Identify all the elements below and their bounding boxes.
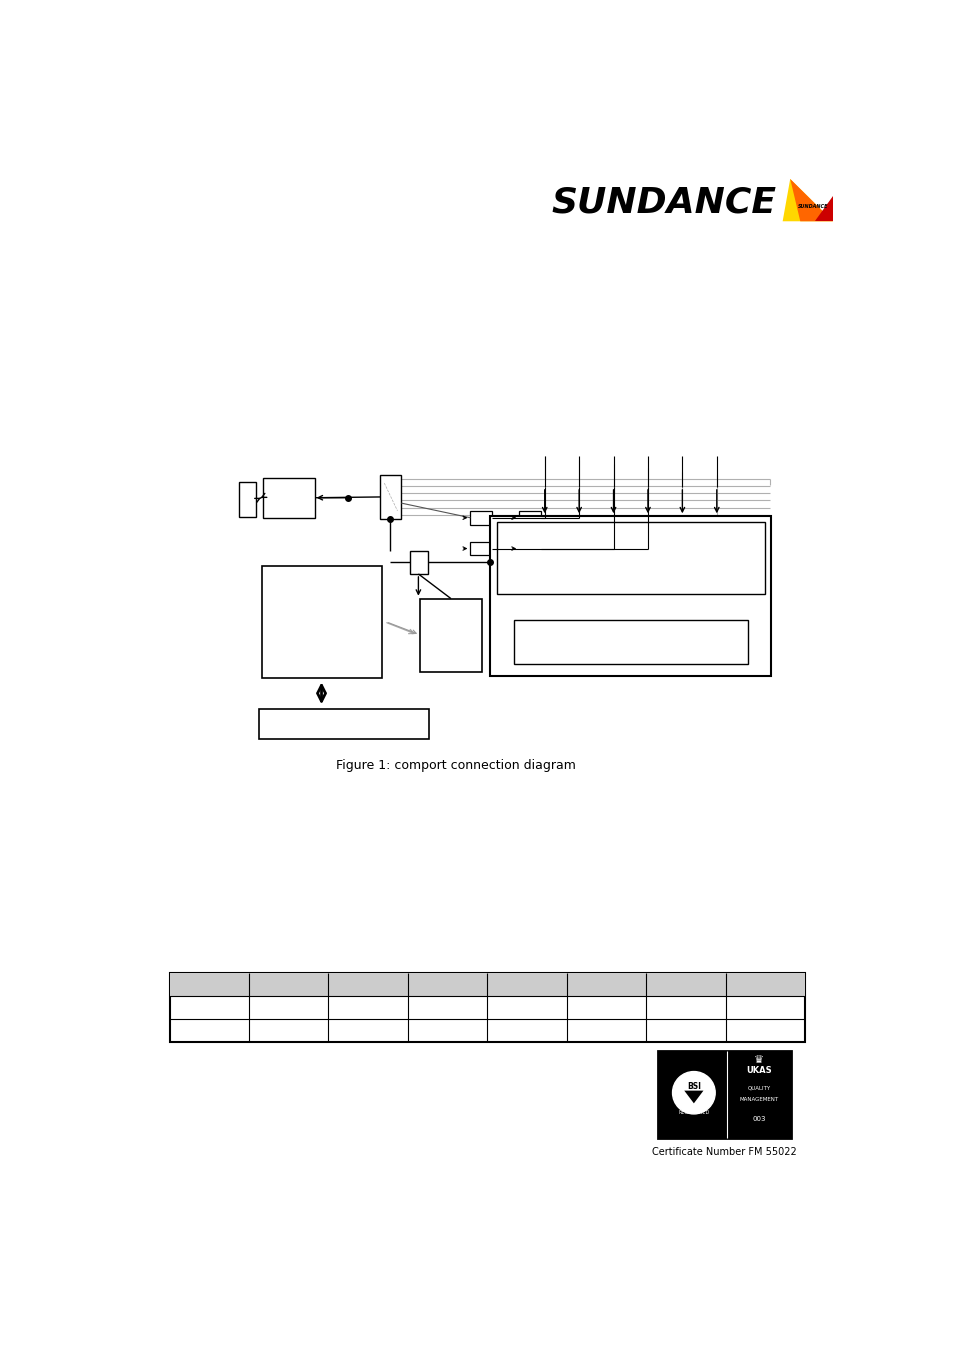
Bar bbox=[262, 478, 315, 518]
Bar bbox=[239, 482, 256, 517]
Bar bbox=[490, 516, 770, 675]
Bar bbox=[518, 541, 540, 555]
Bar bbox=[170, 973, 804, 1042]
Bar bbox=[658, 1052, 790, 1138]
Text: REGISTERED: REGISTERED bbox=[678, 1110, 709, 1115]
Bar bbox=[170, 973, 804, 996]
Text: Figure 1: comport connection diagram: Figure 1: comport connection diagram bbox=[335, 759, 576, 772]
Bar bbox=[419, 598, 481, 672]
Text: ♛: ♛ bbox=[754, 1054, 763, 1065]
Circle shape bbox=[662, 1062, 723, 1123]
Bar bbox=[261, 566, 381, 678]
Polygon shape bbox=[781, 180, 832, 221]
Text: MANAGEMENT: MANAGEMENT bbox=[739, 1098, 778, 1102]
Text: BSI: BSI bbox=[686, 1081, 700, 1091]
Bar bbox=[258, 709, 429, 740]
Text: SUNDANCE: SUNDANCE bbox=[797, 204, 827, 209]
Text: SUNDANCE: SUNDANCE bbox=[551, 185, 776, 219]
Bar bbox=[470, 510, 492, 525]
Polygon shape bbox=[683, 1091, 702, 1103]
Text: Certificate Number FM 55022: Certificate Number FM 55022 bbox=[652, 1148, 796, 1157]
Bar bbox=[513, 620, 747, 664]
Polygon shape bbox=[815, 196, 832, 221]
Polygon shape bbox=[789, 180, 832, 221]
Text: QUALITY: QUALITY bbox=[747, 1085, 770, 1091]
Text: 003: 003 bbox=[752, 1115, 765, 1122]
Bar bbox=[380, 475, 401, 518]
Bar bbox=[410, 551, 427, 574]
Circle shape bbox=[672, 1072, 715, 1114]
Bar bbox=[470, 541, 492, 555]
Text: UKAS: UKAS bbox=[745, 1065, 771, 1075]
Bar bbox=[518, 510, 540, 525]
Bar bbox=[497, 522, 764, 594]
